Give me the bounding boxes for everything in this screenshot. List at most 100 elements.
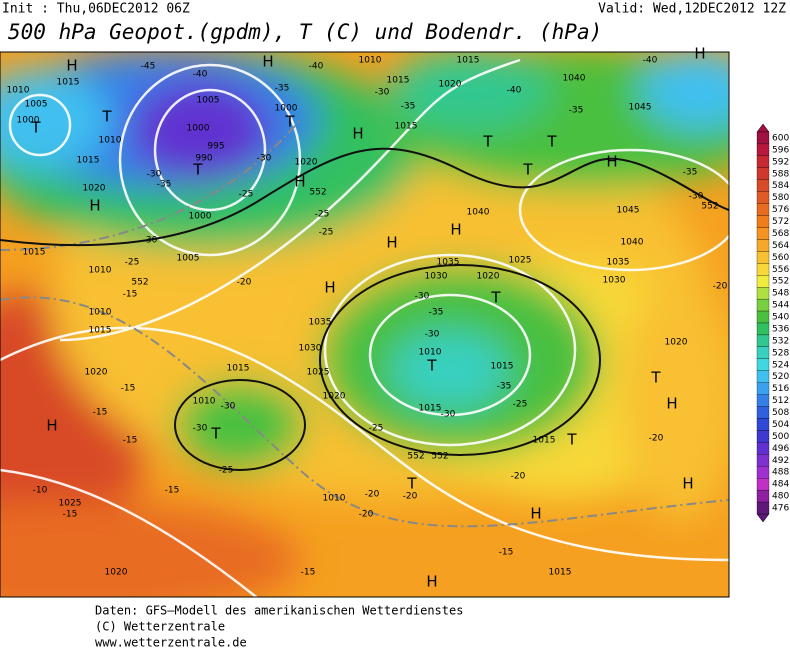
colorbar-cell — [756, 394, 770, 407]
colorbar-cell — [756, 275, 770, 288]
contour-label: -15 — [93, 408, 108, 418]
contour-label: 1000 — [17, 116, 40, 126]
contour-label: 1015 — [491, 362, 514, 372]
contour-label: 1010 — [99, 136, 122, 146]
colorbar-label: 544 — [772, 301, 789, 311]
colorbar-cell — [756, 334, 770, 348]
contour-label: -25 — [369, 424, 384, 434]
colorbar-label: 488 — [772, 468, 789, 478]
colorbar-cell — [756, 287, 770, 300]
contour-label: -35 — [401, 102, 416, 112]
contour-label: -15 — [165, 486, 180, 496]
colorbar-label: 548 — [772, 289, 789, 299]
contour-label: 1020 — [665, 338, 688, 348]
pressure-center: H — [530, 505, 541, 523]
contour-label: 1010 — [193, 397, 216, 407]
pressure-center: T — [406, 475, 417, 493]
contour-label: 1030 — [425, 272, 448, 282]
contour-label: -40 — [309, 62, 324, 72]
contour-label: 1015 — [227, 364, 250, 374]
contour-label: -30 — [689, 192, 704, 202]
colorbar-label: 512 — [772, 396, 789, 406]
contour-label: 1010 — [323, 494, 346, 504]
contour-label: 1000 — [187, 124, 210, 134]
contour-label: 1045 — [629, 103, 652, 113]
colorbar-cell — [756, 155, 770, 168]
contour-label: -40 — [643, 56, 658, 66]
contour-label: 1015 — [387, 76, 410, 86]
contour-label: -25 — [315, 210, 330, 220]
colorbar-cell — [756, 298, 770, 312]
contour-label: 552 — [309, 188, 326, 198]
colorbar-label: 552 — [772, 277, 789, 287]
pressure-center: H — [294, 173, 305, 191]
pressure-center: H — [66, 57, 77, 75]
contour-label: 552 — [131, 278, 148, 288]
valid-time: Valid: Wed,12DEC2012 12Z — [598, 2, 786, 17]
contour-label: 1035 — [309, 318, 332, 328]
contour-label: -25 — [125, 258, 140, 268]
contour-label: -30 — [221, 402, 236, 412]
contour-label: -30 — [257, 154, 272, 164]
colorbar-label: 564 — [772, 241, 789, 251]
contour-label: 1005 — [177, 254, 200, 264]
contour-label: -15 — [63, 510, 78, 520]
footer-copyright: (C) Wetterzentrale — [95, 620, 225, 634]
colorbar-label: 496 — [772, 444, 789, 454]
contour-label: 1020 — [83, 184, 106, 194]
contour-label: 1020 — [295, 158, 318, 168]
pressure-center: T — [482, 133, 493, 151]
colorbar-cell — [756, 382, 770, 395]
contour-label: 1000 — [189, 212, 212, 222]
colorbar-label: 520 — [772, 372, 789, 382]
contour-label: 1020 — [477, 272, 500, 282]
contour-label: 1005 — [25, 100, 48, 110]
colorbar-cell — [756, 179, 770, 192]
contour-label: 1015 — [549, 568, 572, 578]
colorbar-label: 592 — [772, 157, 789, 167]
contour-label: 1025 — [59, 499, 82, 509]
colorbar-label: 476 — [772, 504, 789, 514]
contour-label: 552 — [407, 452, 424, 462]
contour-label: 1020 — [85, 368, 108, 378]
pressure-center: H — [352, 125, 363, 143]
contour-label: -30 — [375, 88, 390, 98]
init-time: Init : Thu,06DEC2012 06Z — [2, 2, 190, 17]
contour-label: 1015 — [457, 56, 480, 66]
colorbar-label: 560 — [772, 253, 789, 263]
contour-label: 1020 — [105, 568, 128, 578]
colorbar-label: 600 — [772, 133, 789, 143]
pressure-center: H — [262, 53, 273, 71]
colorbar-label: 572 — [772, 217, 789, 227]
contour-label: -20 — [649, 434, 664, 444]
colorbar-label: 508 — [772, 408, 789, 418]
contour-label: -30 — [147, 170, 162, 180]
colorbar-label: 580 — [772, 193, 789, 203]
footer-url: www.wetterzentrale.de — [95, 636, 247, 648]
contour-label: 1010 — [359, 56, 382, 66]
contour-label: 1035 — [607, 258, 630, 268]
colorbar-cell — [756, 167, 770, 180]
colorbar-cell — [756, 227, 770, 240]
contour-label: -35 — [429, 308, 444, 318]
pressure-center: H — [606, 153, 617, 171]
pressure-center: H — [324, 279, 335, 297]
contour-label: -15 — [123, 290, 138, 300]
contour-label: -25 — [319, 228, 334, 238]
contour-label: 1040 — [621, 238, 644, 248]
contour-label: 1030 — [603, 276, 626, 286]
contour-label: -20 — [359, 510, 374, 520]
colorbar-cell — [756, 263, 770, 276]
colorbar-cell — [756, 358, 770, 371]
contour-label: 1040 — [467, 208, 490, 218]
contour-label: 1015 — [89, 326, 112, 336]
contour-label: 1015 — [533, 436, 556, 446]
contour-label: -20 — [365, 490, 380, 500]
pressure-center: T — [522, 161, 533, 179]
contour-label: 1000 — [275, 104, 298, 114]
colorbar-cell — [756, 131, 770, 145]
colorbar-cell — [756, 251, 770, 264]
colorbar-cell — [756, 489, 770, 503]
contour-label: -35 — [157, 180, 172, 190]
